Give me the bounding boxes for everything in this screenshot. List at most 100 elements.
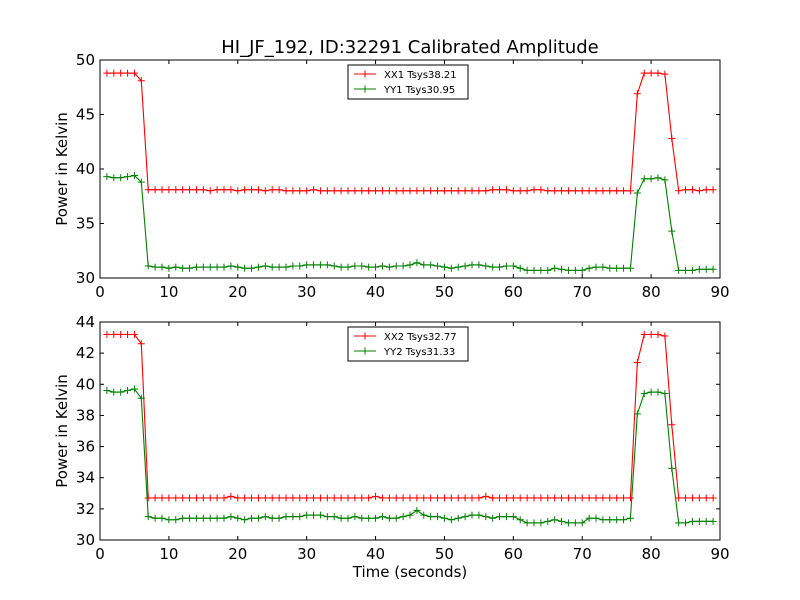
top-series-yy1-point [682,266,690,274]
top-series-xx1-point [661,70,669,78]
top-series-yy1-point [248,264,256,272]
top-series-yy1-point [620,264,628,272]
top-series-yy1-point [399,262,407,270]
top-series-yy1-point [468,261,476,269]
bottom-xtick-label: 20 [228,545,247,563]
bottom-series-xx2-point [378,494,386,502]
bottom-series-yy2-point [647,388,655,396]
bottom-series-xx2-point [440,494,448,502]
bottom-series-yy2-point [454,514,462,522]
top-series-xx1-point [502,186,510,194]
top-xtick-label: 90 [710,283,729,301]
bottom-xtick-label: 40 [366,545,385,563]
bottom-series-xx2-point [372,492,380,500]
bottom-series-yy2-point [213,514,221,522]
top-series-yy1-point [482,262,490,270]
bottom-series-xx2-point [592,494,600,502]
bottom-series-xx2-point [192,494,200,502]
bottom-series-xx2-point [296,494,304,502]
top-ytick-label: 35 [76,215,95,233]
top-series-xx1-point [372,187,380,195]
bottom-series-yy2-point [372,514,380,522]
bottom-series-xx2-point [551,494,559,502]
bottom-series-yy2-point [654,388,662,396]
top-series-xx1-point [633,90,641,98]
top-series-xx1-point [496,186,504,194]
bottom-series-yy2-point [709,517,717,525]
top-series-xx1-point [275,186,283,194]
bottom-series-xx2-point [702,494,710,502]
bottom-series-xx2-point [227,492,235,500]
top-series-yy1-point [234,263,242,271]
bottom-series-yy2-point [130,385,138,393]
top-series-xx1-point [613,187,621,195]
bottom-series-xx2-point [530,494,538,502]
bottom-series-yy2-point [420,511,428,519]
top-series-yy1-point [647,175,655,183]
top-series-xx1-point [351,187,359,195]
top-series-yy1-point [633,189,641,197]
top-series-yy1-point [378,262,386,270]
top-series-yy1-point [530,266,538,274]
top-series-yy1-point [151,263,159,271]
bottom-series-yy2-point [165,516,173,524]
bottom-series-yy2-point [702,517,710,525]
top-ytick-label: 30 [76,269,95,287]
bottom-series-yy2-point [227,513,235,521]
top-series-yy1-point [661,176,669,184]
top-series-yy1-point [571,266,579,274]
top-series-yy1-point [461,262,469,270]
top-series-xx1-point [137,77,145,85]
top-series-yy1-point [640,175,648,183]
top-series-yy1-point [489,263,497,271]
top-series-yy1-point [558,265,566,273]
top-series-yy1-point [103,173,111,181]
bottom-series-yy2-point [330,513,338,521]
bottom-ytick-label: 44 [76,313,95,331]
top-series-yy1-point [261,262,269,270]
top-series-yy1-point [516,264,524,272]
top-series-xx1-point [296,187,304,195]
top-series-xx1-point [241,186,249,194]
bottom-xtick-label: 80 [642,545,661,563]
top-series-yy1-point [282,263,290,271]
top-series-xx1-point [695,187,703,195]
top-series-xx1-point [626,187,634,195]
bottom-series-yy2-point [571,519,579,527]
bottom-series-yy2-point [337,514,345,522]
top-series-xx1-point [413,187,421,195]
chart-title: HI_JF_192, ID:32291 Calibrated Amplitude [221,37,599,58]
bottom-series-xx2-point [489,494,497,502]
bottom-series-yy2-point [606,516,614,524]
bottom-series-yy2-point [551,516,559,524]
top-series-xx1-point [186,186,194,194]
bottom-series-yy2-point [668,464,676,472]
bottom-series-xx2-point [406,494,414,502]
top-series-xx1-point [530,186,538,194]
bottom-series-xx2-point [544,494,552,502]
top-series-xx1-point [172,186,180,194]
bottom-series-xx2-point [130,330,138,338]
top-series-xx1-point [578,187,586,195]
bottom-series-yy2-point [248,514,256,522]
bottom-series-yy2-point [392,514,400,522]
bottom-series-yy2-point [316,511,324,519]
top-series-xx1-point [558,187,566,195]
top-series-xx1-point [316,187,324,195]
top-series-xx1-point [282,187,290,195]
bottom-series-yy2-point [124,387,132,395]
bottom-panel: Power in Kelvin Time (seconds) 0 10 20 30 40… [53,313,730,581]
top-series-xx1-point [124,69,132,77]
top-ytick-label: 45 [76,106,95,124]
bottom-series-yy2-point [544,517,552,525]
top-series-yy1-point [440,263,448,271]
top-legend-entry-yy1-marker [361,85,369,93]
top-series-xx1-point [420,187,428,195]
bottom-series-yy2-point [633,410,641,418]
top-xtick-label: 50 [435,283,454,301]
bottom-series-yy2-point [440,514,448,522]
bottom-series-yy2-point [427,513,435,521]
top-series-xx1-point [254,186,262,194]
top-series-yy1-point [220,263,228,271]
bottom-series-xx2-point [502,494,510,502]
